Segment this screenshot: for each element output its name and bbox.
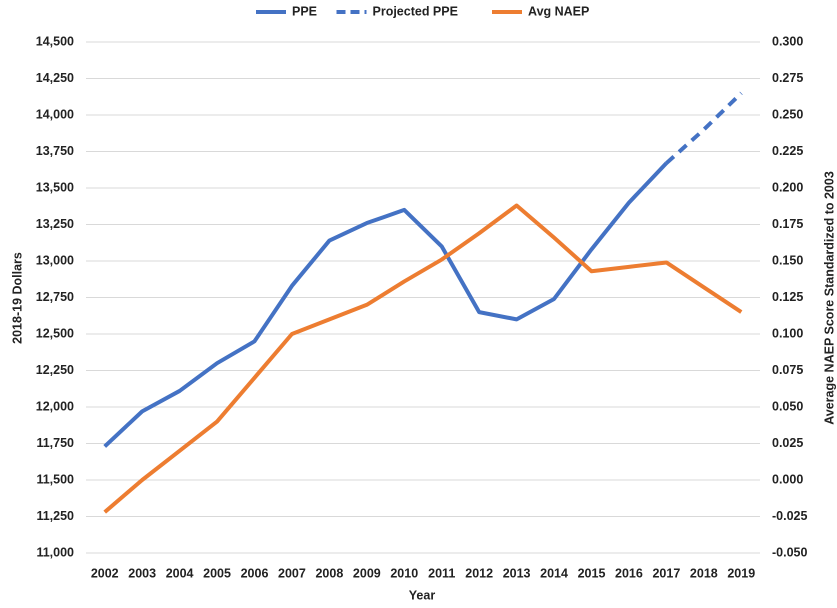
x-tick-label: 2010: [390, 566, 418, 580]
x-tick-label: 2008: [315, 566, 343, 580]
y2-tick-label: 0.300: [772, 34, 803, 48]
y-tick-label: 12,250: [36, 363, 74, 377]
y-tick-label: 13,500: [36, 180, 74, 194]
x-tick-label: 2007: [278, 566, 306, 580]
series-line: [103, 161, 668, 448]
y2-tick-label: -0.025: [772, 509, 807, 523]
y2-tick-label: 0.150: [772, 253, 803, 267]
x-tick-label: 2017: [652, 566, 680, 580]
y-tick-label: 13,750: [36, 144, 74, 158]
legend-label: PPE: [292, 4, 317, 18]
y-tick-label: 11,750: [36, 436, 74, 450]
x-tick-label: 2012: [465, 566, 493, 580]
y2-tick-label: -0.050: [772, 545, 807, 559]
y-tick-label: 11,250: [36, 509, 74, 523]
x-tick-label: 2002: [91, 566, 119, 580]
y2-tick-label: 0.225: [772, 144, 803, 158]
x-tick-label: 2011: [428, 566, 455, 580]
y-tick-label: 12,000: [36, 399, 74, 413]
y-tick-label: 11,500: [36, 472, 74, 486]
y2-tick-label: 0.075: [772, 363, 803, 377]
y2-axis-title: Average NAEP Score Standardized to 2003: [822, 171, 836, 425]
legend-label: Avg NAEP: [528, 4, 589, 18]
y2-tick-label: 0.250: [772, 107, 803, 121]
x-tick-label: 2005: [203, 566, 231, 580]
x-tick-label: 2009: [353, 566, 381, 580]
series-line: [103, 203, 743, 514]
x-tick-label: 2019: [727, 566, 755, 580]
y-tick-label: 14,000: [36, 107, 74, 121]
x-tick-label: 2006: [241, 566, 269, 580]
y2-tick-label: 0.125: [772, 290, 803, 304]
x-tick-label: 2016: [615, 566, 643, 580]
y-tick-label: 13,250: [36, 217, 74, 231]
y-tick-label: 12,500: [36, 326, 74, 340]
y2-tick-label: 0.275: [772, 71, 803, 85]
y-tick-label: 14,500: [36, 34, 74, 48]
x-tick-label: 2004: [166, 566, 194, 580]
x-tick-label: 2015: [578, 566, 606, 580]
y-tick-label: 12,750: [36, 290, 74, 304]
y-tick-label: 11,000: [36, 545, 74, 559]
y2-tick-label: 0.175: [772, 217, 803, 231]
y-tick-label: 13,000: [36, 253, 74, 267]
y2-tick-label: 0.050: [772, 399, 803, 413]
x-tick-label: 2014: [540, 566, 568, 580]
y2-tick-label: 0.100: [772, 326, 803, 340]
x-axis-title: Year: [409, 588, 436, 602]
series-line: [665, 91, 743, 165]
y-axis-title: 2018-19 Dollars: [10, 252, 24, 344]
y-tick-label: 14,250: [36, 71, 74, 85]
x-tick-label: 2003: [128, 566, 156, 580]
y2-tick-label: 0.025: [772, 436, 803, 450]
x-tick-label: 2018: [690, 566, 718, 580]
x-tick-label: 2013: [503, 566, 531, 580]
legend-label: Projected PPE: [373, 4, 458, 18]
y2-tick-label: 0.200: [772, 180, 803, 194]
y2-tick-label: 0.000: [772, 472, 803, 486]
